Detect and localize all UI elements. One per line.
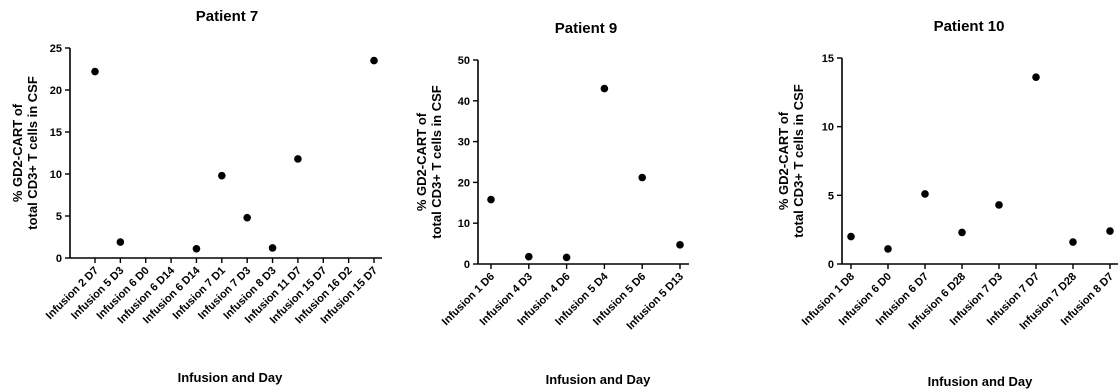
data-point xyxy=(116,238,125,246)
data-point xyxy=(921,190,929,198)
y-tick-label: 0 xyxy=(56,253,62,265)
chart-title: Patient 10 xyxy=(934,18,1005,35)
y-tick-label: 5 xyxy=(828,190,834,202)
x-axis-title: Infusion and Day xyxy=(928,374,1034,389)
data-point xyxy=(192,244,201,253)
data-point xyxy=(884,245,892,253)
data-point xyxy=(91,67,99,76)
data-point xyxy=(294,155,302,163)
y-tick-label: 30 xyxy=(458,137,470,149)
data-point xyxy=(958,228,966,237)
data-point xyxy=(1106,227,1114,235)
y-tick-label: 0 xyxy=(464,259,470,271)
y-tick-label: 20 xyxy=(50,85,62,97)
data-point xyxy=(676,241,684,249)
y-tick-label: 10 xyxy=(50,169,62,181)
y-tick-label: 15 xyxy=(50,127,62,139)
y-axis-title: % GD2-CART of xyxy=(414,112,429,211)
y-tick-label: 15 xyxy=(822,53,834,65)
data-point xyxy=(562,253,571,262)
data-point xyxy=(995,201,1003,209)
y-axis-title: total CD3+ T cells in CSF xyxy=(429,85,444,239)
chart-title: Patient 9 xyxy=(555,20,618,37)
chart-panel-1: Patient 7 0 5 10 15 20 25 % GD2-CART of total CD… xyxy=(10,8,382,385)
y-tick-label: 0 xyxy=(828,259,834,271)
data-point xyxy=(218,171,226,180)
y-tick-label: 25 xyxy=(50,43,62,55)
chart-panel-3: Patient 10 0 5 10 15 % GD2-CART of total CD3+ … xyxy=(776,18,1118,389)
data-point xyxy=(600,84,609,93)
y-tick-label: 40 xyxy=(458,96,470,108)
data-point xyxy=(1032,73,1040,82)
y-axis-title: total CD3+ T cells in CSF xyxy=(25,76,40,230)
data-point xyxy=(847,232,855,241)
data-point xyxy=(1069,238,1077,246)
data-point xyxy=(370,56,378,65)
data-point xyxy=(638,173,646,182)
y-axis-title: % GD2-CART of xyxy=(10,103,25,202)
y-tick-label: 10 xyxy=(822,122,834,134)
data-point xyxy=(243,213,251,222)
y-tick-label: 20 xyxy=(458,177,470,189)
y-axis-title: % GD2-CART of xyxy=(776,111,791,210)
x-axis-title: Infusion and Day xyxy=(546,372,652,387)
y-tick-label: 10 xyxy=(458,218,470,230)
x-axis-title: Infusion and Day xyxy=(178,370,284,385)
data-point xyxy=(487,195,495,204)
data-point xyxy=(525,252,533,261)
y-axis-title: total CD3+ T cells in CSF xyxy=(791,84,806,238)
y-tick-label: 50 xyxy=(458,55,470,67)
chart-panel-2: Patient 9 0 10 20 30 40 50 % GD2-CART of total C… xyxy=(414,20,689,387)
chart-title: Patient 7 xyxy=(196,8,259,25)
data-point xyxy=(268,244,277,252)
y-tick-label: 5 xyxy=(56,211,62,223)
